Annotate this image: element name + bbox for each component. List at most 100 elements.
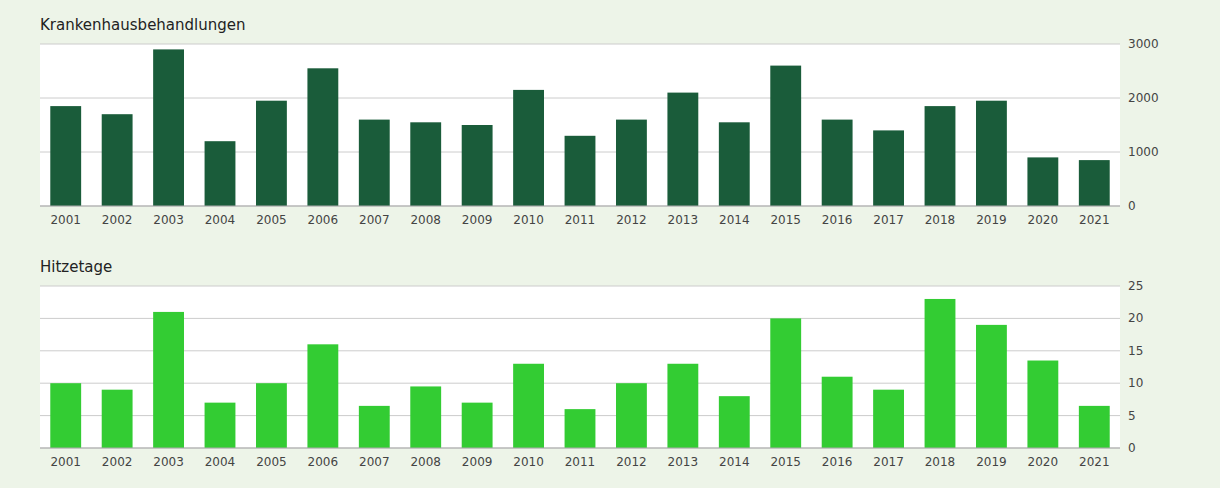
bar: [719, 122, 750, 206]
x-tick-label: 2017: [873, 455, 904, 469]
bar: [822, 120, 853, 206]
x-tick-label: 2005: [256, 455, 287, 469]
x-tick-label: 2020: [1028, 455, 1059, 469]
grid-line: [40, 98, 1120, 99]
bar: [50, 383, 81, 448]
bar: [462, 403, 493, 448]
x-tick-label: 2007: [359, 213, 390, 227]
x-tick-label: 2002: [102, 455, 133, 469]
x-tick-label: 2004: [205, 213, 236, 227]
x-tick-label: 2009: [462, 455, 493, 469]
x-tick-label: 2006: [308, 213, 339, 227]
bar: [307, 68, 338, 206]
x-tick-label: 2012: [616, 455, 647, 469]
grid-line: [40, 44, 1120, 45]
x-tick-label: 2019: [976, 455, 1007, 469]
bar: [102, 390, 133, 448]
bar: [616, 120, 647, 206]
bars: [50, 299, 1109, 448]
x-tick-label: 2003: [153, 213, 184, 227]
bar: [102, 114, 133, 206]
bar: [667, 93, 698, 206]
x-tick-label: 2012: [616, 213, 647, 227]
y-tick-label: 25: [1128, 279, 1143, 293]
bar: [925, 106, 956, 206]
x-tick-label: 2011: [565, 213, 596, 227]
bar: [513, 90, 544, 206]
bar: [153, 312, 184, 448]
bar: [770, 318, 801, 448]
bar: [1079, 160, 1110, 206]
y-tick-label: 10: [1128, 376, 1143, 390]
x-tick-label: 2018: [925, 455, 956, 469]
y-tick-label: 0: [1128, 199, 1136, 213]
bar: [410, 122, 441, 206]
bar: [770, 66, 801, 206]
x-tick-label: 2003: [153, 455, 184, 469]
grid-line: [40, 350, 1120, 351]
x-tick-label: 2015: [770, 455, 801, 469]
bar: [976, 101, 1007, 206]
x-tick-label: 2021: [1079, 455, 1110, 469]
x-tick-label: 2005: [256, 213, 287, 227]
y-tick-label: 3000: [1128, 37, 1159, 51]
grid-line: [40, 383, 1120, 384]
x-tick-label: 2006: [308, 455, 339, 469]
x-tick-label: 2015: [770, 213, 801, 227]
bar: [256, 101, 287, 206]
bar: [565, 136, 596, 206]
y-tick-label: 15: [1128, 344, 1143, 358]
panel: Krankenhausbehandlungen 0 1000 2000 3000 2001…: [40, 16, 1159, 227]
x-tick-label: 2019: [976, 213, 1007, 227]
x-axis-line: [40, 448, 1120, 449]
panel-title: Hitzetage: [40, 258, 112, 276]
x-tick-label: 2001: [50, 213, 81, 227]
bar: [976, 325, 1007, 448]
x-tick-label: 2010: [513, 455, 544, 469]
plot-area: [40, 44, 1120, 206]
x-tick-label: 2016: [822, 455, 853, 469]
panel-title: Krankenhausbehandlungen: [40, 16, 246, 34]
bar: [205, 141, 236, 206]
x-tick-label: 2009: [462, 213, 493, 227]
bar: [667, 364, 698, 448]
x-tick-label: 2004: [205, 455, 236, 469]
y-tick-label: 2000: [1128, 91, 1159, 105]
x-tick-label: 2013: [668, 455, 699, 469]
grid-line: [40, 448, 1120, 449]
bar: [410, 386, 441, 448]
bar: [1079, 406, 1110, 448]
x-tick-label: 2018: [925, 213, 956, 227]
bar: [513, 364, 544, 448]
x-tick-label: 2001: [50, 455, 81, 469]
x-tick-label: 2011: [565, 455, 596, 469]
background: [0, 0, 1220, 488]
x-tick-label: 2008: [410, 213, 441, 227]
bar: [719, 396, 750, 448]
bar: [1027, 361, 1058, 448]
bar: [205, 403, 236, 448]
x-tick-label: 2020: [1028, 213, 1059, 227]
y-tick-label: 1000: [1128, 145, 1159, 159]
plot-area: [40, 286, 1120, 448]
panel: Hitzetage0510152025200120022003200420052…: [40, 258, 1143, 469]
bar: [616, 383, 647, 448]
x-tick-label: 2014: [719, 455, 750, 469]
bar: [50, 106, 81, 206]
x-axis-line: [40, 206, 1120, 207]
y-tick-label: 0: [1128, 441, 1136, 455]
bar: [462, 125, 493, 206]
x-tick-label: 2016: [822, 213, 853, 227]
x-tick-label: 2021: [1079, 213, 1110, 227]
x-tick-label: 2002: [102, 213, 133, 227]
bar: [925, 299, 956, 448]
bar: [873, 130, 904, 206]
grid-line: [40, 206, 1120, 207]
bar: [256, 383, 287, 448]
bars: [50, 49, 1109, 206]
bar: [359, 120, 390, 206]
y-tick-label: 20: [1128, 311, 1143, 325]
x-tick-label: 2008: [410, 455, 441, 469]
chart-svg: Krankenhausbehandlungen01000200030002001…: [0, 0, 1220, 488]
bar: [153, 49, 184, 206]
